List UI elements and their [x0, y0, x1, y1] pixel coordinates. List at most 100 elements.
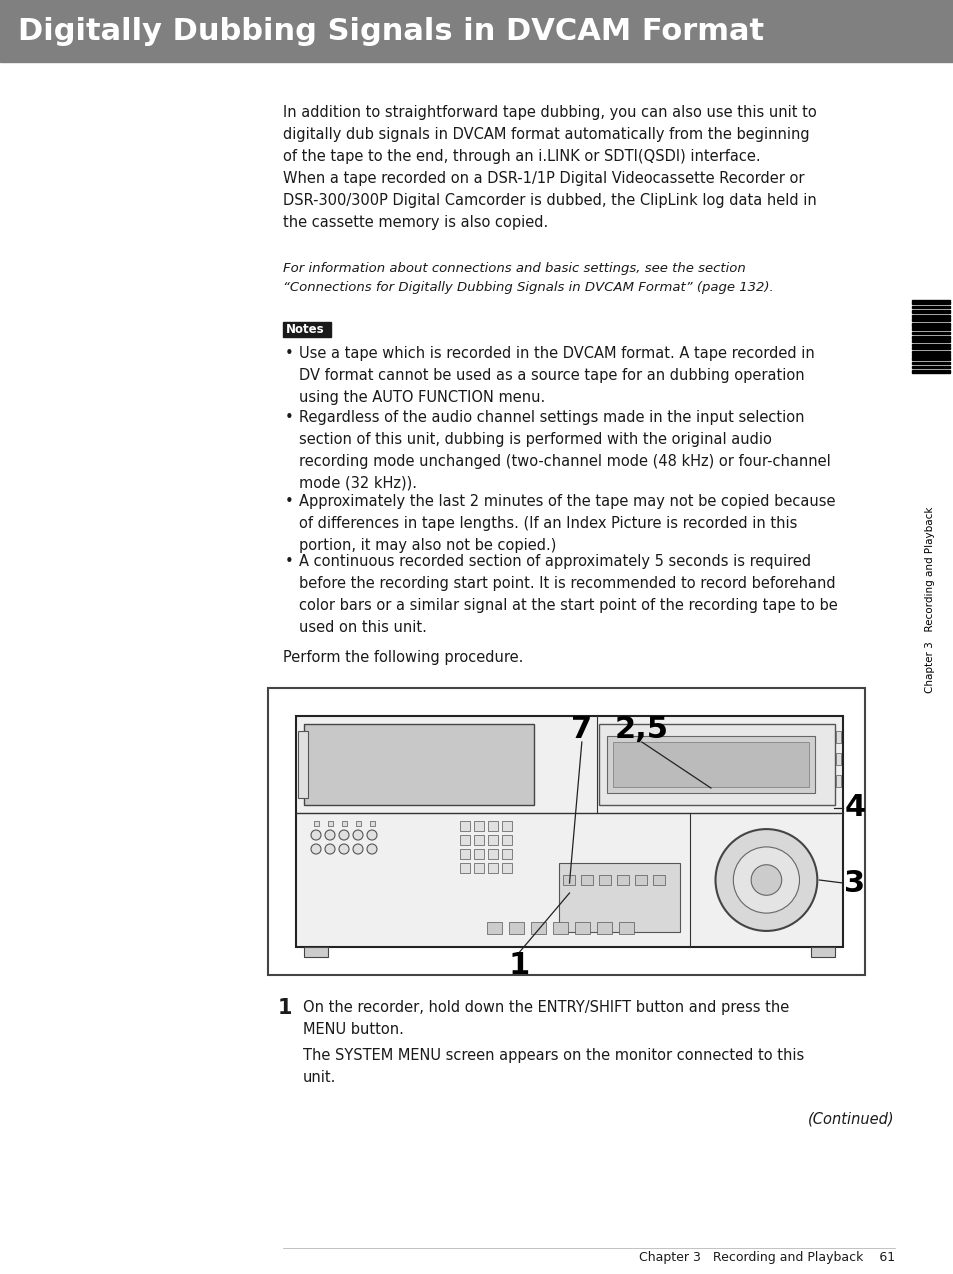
- Circle shape: [338, 843, 349, 854]
- Text: 1: 1: [508, 950, 529, 980]
- Bar: [616, 875, 628, 885]
- Bar: [835, 731, 841, 743]
- Text: A continuous recorded section of approximately 5 seconds is required
before the : A continuous recorded section of approxi…: [298, 554, 837, 634]
- Bar: [370, 820, 375, 826]
- Text: 3: 3: [843, 869, 864, 897]
- Bar: [618, 922, 634, 934]
- Text: In addition to straightforward tape dubbing, you can also use this unit to
digit: In addition to straightforward tape dubb…: [283, 104, 816, 229]
- Bar: [911, 324, 949, 327]
- Bar: [911, 347, 949, 349]
- Text: For information about connections and basic settings, see the section
“Connectio: For information about connections and ba…: [283, 262, 773, 294]
- Circle shape: [311, 831, 320, 840]
- Bar: [355, 820, 360, 826]
- Bar: [835, 753, 841, 764]
- Circle shape: [367, 843, 376, 854]
- Bar: [911, 315, 949, 317]
- Text: Chapter 3   Recording and Playback: Chapter 3 Recording and Playback: [924, 507, 934, 693]
- Bar: [268, 688, 864, 975]
- Circle shape: [367, 831, 376, 840]
- Bar: [911, 327, 949, 330]
- Bar: [295, 716, 842, 947]
- Bar: [911, 352, 949, 353]
- Bar: [488, 820, 497, 831]
- Bar: [911, 318, 949, 321]
- Text: (Continued): (Continued): [807, 1112, 894, 1127]
- Text: Digitally Dubbing Signals in DVCAM Format: Digitally Dubbing Signals in DVCAM Forma…: [18, 17, 763, 46]
- Bar: [314, 820, 318, 826]
- Bar: [0, 0, 953, 62]
- Bar: [558, 862, 679, 933]
- Circle shape: [733, 847, 799, 913]
- Bar: [488, 834, 497, 845]
- Bar: [474, 862, 483, 873]
- Bar: [459, 848, 470, 859]
- Bar: [459, 834, 470, 845]
- Bar: [606, 736, 814, 792]
- Bar: [597, 922, 612, 934]
- Bar: [911, 344, 949, 347]
- Text: 7: 7: [571, 716, 592, 744]
- Text: 2,5: 2,5: [614, 716, 668, 744]
- Bar: [501, 848, 512, 859]
- Bar: [911, 357, 949, 361]
- Bar: [911, 310, 949, 313]
- Circle shape: [353, 831, 363, 840]
- Text: 1: 1: [277, 998, 293, 1018]
- Text: The SYSTEM MENU screen appears on the monitor connected to this
unit.: The SYSTEM MENU screen appears on the mo…: [303, 1049, 803, 1085]
- Bar: [328, 820, 333, 826]
- Bar: [911, 333, 949, 334]
- Bar: [459, 820, 470, 831]
- Bar: [612, 741, 808, 787]
- Text: Regardless of the audio channel settings made in the input selection
section of : Regardless of the audio channel settings…: [298, 410, 830, 490]
- Bar: [283, 322, 331, 338]
- Bar: [598, 875, 610, 885]
- Bar: [488, 862, 497, 873]
- Text: Use a tape which is recorded in the DVCAM format. A tape recorded in
DV format c: Use a tape which is recorded in the DVCA…: [298, 347, 814, 405]
- Bar: [580, 875, 592, 885]
- Text: •: •: [285, 347, 294, 361]
- Bar: [911, 366, 949, 368]
- Bar: [911, 340, 949, 341]
- Bar: [341, 820, 347, 826]
- Text: On the recorder, hold down the ENTRY/SHIFT button and press the
MENU button.: On the recorder, hold down the ENTRY/SHI…: [303, 1000, 788, 1037]
- Text: •: •: [285, 494, 294, 510]
- Bar: [501, 820, 512, 831]
- Text: Approximately the last 2 minutes of the tape may not be copied because
of differ: Approximately the last 2 minutes of the …: [298, 494, 835, 553]
- Bar: [487, 922, 502, 934]
- Text: Notes: Notes: [286, 324, 324, 336]
- Circle shape: [325, 843, 335, 854]
- Bar: [634, 875, 646, 885]
- Bar: [911, 299, 949, 304]
- Text: Chapter 3   Recording and Playback    61: Chapter 3 Recording and Playback 61: [639, 1251, 894, 1265]
- Circle shape: [353, 843, 363, 854]
- Bar: [474, 848, 483, 859]
- Text: Perform the following procedure.: Perform the following procedure.: [283, 650, 523, 665]
- Text: •: •: [285, 554, 294, 569]
- Bar: [509, 922, 524, 934]
- Circle shape: [338, 831, 349, 840]
- Text: •: •: [285, 410, 294, 426]
- Circle shape: [311, 843, 320, 854]
- Bar: [553, 922, 568, 934]
- Bar: [304, 947, 328, 957]
- Bar: [501, 862, 512, 873]
- Bar: [297, 731, 308, 798]
- Bar: [459, 862, 470, 873]
- Bar: [304, 724, 533, 805]
- Circle shape: [750, 865, 781, 896]
- Bar: [911, 354, 949, 355]
- Bar: [911, 362, 949, 364]
- Bar: [575, 922, 590, 934]
- Bar: [911, 369, 949, 373]
- Bar: [474, 820, 483, 831]
- Bar: [474, 834, 483, 845]
- Bar: [488, 848, 497, 859]
- Bar: [652, 875, 664, 885]
- Circle shape: [325, 831, 335, 840]
- Bar: [810, 947, 834, 957]
- Text: 4: 4: [843, 794, 864, 823]
- Bar: [531, 922, 546, 934]
- Bar: [911, 336, 949, 339]
- Bar: [911, 306, 949, 308]
- Bar: [562, 875, 574, 885]
